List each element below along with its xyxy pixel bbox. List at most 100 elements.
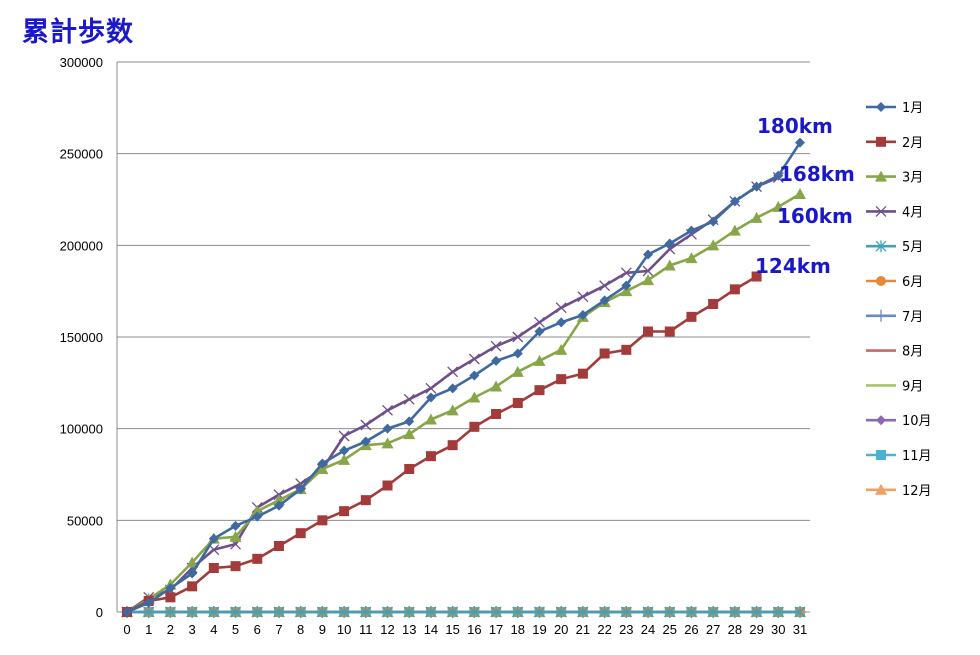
- data-point: [794, 188, 806, 199]
- data-point: [404, 416, 415, 427]
- y-tick-label-6: 300000: [60, 55, 103, 70]
- data-point: [339, 506, 350, 517]
- x-tick-label-21: 21: [576, 622, 590, 637]
- legend-item-10: 10月: [866, 414, 932, 429]
- legend-item-8: 8月: [866, 345, 923, 360]
- legend-marker: [876, 102, 886, 112]
- data-point: [490, 340, 502, 352]
- data-point: [295, 606, 307, 618]
- legend-label: 6月: [902, 275, 923, 290]
- data-point: [447, 440, 458, 451]
- data-point: [794, 606, 806, 618]
- data-point: [728, 224, 741, 236]
- annotation-168km: 168km: [779, 162, 855, 186]
- data-point: [230, 520, 241, 531]
- legend-label: 8月: [902, 345, 923, 360]
- x-tick-label-28: 28: [728, 622, 742, 637]
- data-point: [556, 317, 567, 328]
- x-tick-label-3: 3: [189, 622, 196, 637]
- y-tick-label-1: 50000: [67, 513, 103, 528]
- data-point: [230, 561, 241, 572]
- legend-item-2: 2月: [866, 136, 923, 151]
- data-point: [317, 458, 328, 469]
- series-line-4: [126, 176, 779, 614]
- data-point: [468, 391, 481, 403]
- data-point: [165, 583, 176, 594]
- data-point: [533, 354, 546, 366]
- x-tick-label-4: 4: [210, 622, 217, 637]
- data-point: [729, 196, 740, 207]
- x-tick-label-15: 15: [445, 622, 459, 637]
- data-point: [404, 464, 415, 474]
- y-tick-label-3: 150000: [60, 330, 103, 345]
- legend-marker: [875, 170, 887, 182]
- data-point: [403, 428, 416, 440]
- x-tick-label-30: 30: [771, 622, 785, 637]
- series-5: [121, 606, 806, 618]
- data-point: [143, 597, 154, 608]
- data-point: [273, 500, 284, 511]
- data-point: [708, 299, 719, 309]
- data-point: [165, 592, 176, 603]
- x-tick-label-24: 24: [641, 622, 655, 637]
- x-tick-label-22: 22: [597, 622, 611, 637]
- data-point: [642, 606, 654, 618]
- series-3: [121, 188, 806, 617]
- legend-item-9: 9月: [866, 379, 923, 394]
- series-line-1: [126, 141, 802, 614]
- data-point: [316, 606, 328, 618]
- data-point: [729, 606, 741, 618]
- data-point: [685, 606, 697, 618]
- data-point: [164, 606, 176, 618]
- legend-label: 4月: [902, 205, 923, 220]
- legend-label: 7月: [902, 310, 923, 325]
- x-tick-label-27: 27: [706, 622, 720, 637]
- legend-marker: [875, 309, 887, 322]
- legend-item-1: 1月: [866, 101, 923, 116]
- data-point: [729, 284, 740, 295]
- data-point: [447, 366, 459, 378]
- data-point: [382, 480, 393, 491]
- data-point: [599, 348, 610, 359]
- data-point: [425, 382, 437, 394]
- x-tick-label-19: 19: [532, 622, 546, 637]
- legend-item-4: 4月: [866, 205, 923, 220]
- data-point: [187, 568, 198, 579]
- data-point: [338, 606, 350, 618]
- data-point: [751, 271, 762, 282]
- data-point: [186, 556, 199, 568]
- data-point: [773, 170, 784, 181]
- legend-marker: [876, 276, 886, 286]
- data-point: [382, 423, 393, 434]
- data-point: [447, 606, 459, 618]
- data-point: [577, 291, 589, 303]
- data-point: [186, 606, 198, 618]
- data-point: [468, 353, 480, 365]
- legend-marker: [875, 240, 887, 253]
- x-tick-label-26: 26: [684, 622, 698, 637]
- data-point: [295, 528, 306, 539]
- data-point: [424, 413, 437, 425]
- data-point: [338, 453, 351, 465]
- annotation-124km: 124km: [755, 254, 831, 278]
- data-point: [534, 326, 545, 337]
- data-point: [490, 380, 503, 392]
- data-point: [555, 343, 568, 355]
- data-point: [425, 451, 436, 462]
- data-point: [512, 348, 523, 359]
- data-point: [251, 505, 264, 517]
- legend-label: 9月: [902, 379, 923, 394]
- x-tick-label-18: 18: [511, 622, 525, 637]
- data-point: [577, 368, 588, 379]
- series-4: [121, 172, 784, 618]
- chart-title: 累計歩数: [22, 17, 134, 48]
- data-point: [469, 421, 480, 432]
- x-tick-label-10: 10: [337, 622, 351, 637]
- data-point: [273, 541, 284, 551]
- data-point: [664, 238, 675, 249]
- data-point: [317, 515, 328, 526]
- data-point: [208, 606, 220, 618]
- y-tick-label-5: 250000: [60, 147, 103, 162]
- x-tick-label-31: 31: [793, 622, 807, 637]
